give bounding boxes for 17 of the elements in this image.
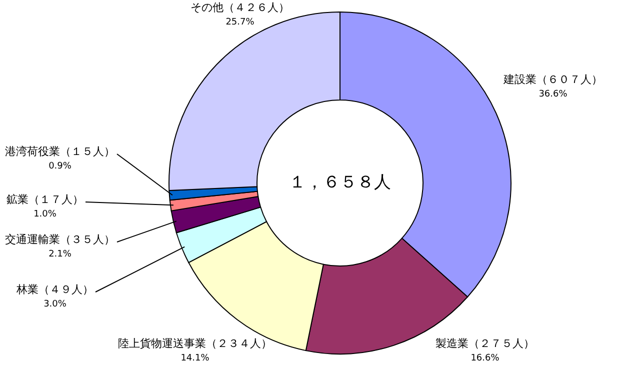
data-label: 2.1% bbox=[48, 249, 72, 260]
slice-label: 製造業（２７５人） bbox=[436, 337, 534, 350]
slice-label: その他（４２６人） bbox=[190, 1, 290, 14]
slice-label: 交通運輸業（３５人） bbox=[5, 233, 115, 246]
data-label: 16.6% bbox=[470, 353, 500, 364]
slice-label: 林業（４９人） bbox=[16, 283, 94, 296]
slice-label: 建設業（６０７人） bbox=[502, 73, 602, 86]
slice-label: 陸上貨物運送事業（２３４人） bbox=[118, 337, 272, 350]
data-label: 14.1% bbox=[180, 353, 210, 364]
slice-label: 港湾荷役業（１５人） bbox=[5, 145, 115, 158]
data-label: 1.0% bbox=[34, 209, 57, 220]
data-label: 0.9% bbox=[48, 161, 72, 172]
text: １，６５８人 bbox=[289, 172, 391, 193]
data-label: 3.0% bbox=[44, 299, 67, 310]
data-label: 25.7% bbox=[226, 17, 255, 28]
slice-label: 鉱業（１７人） bbox=[6, 193, 84, 206]
data-label: 36.6% bbox=[538, 89, 568, 100]
